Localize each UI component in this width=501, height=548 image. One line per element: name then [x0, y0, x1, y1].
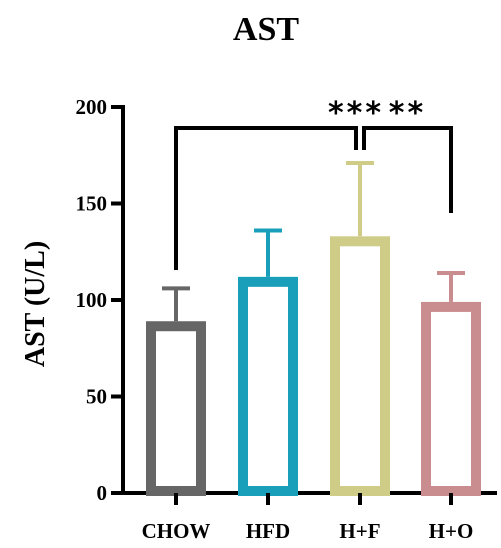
x-tick-label: CHOW — [142, 519, 211, 543]
significance-bracket — [174, 126, 358, 270]
chart-title: AST — [233, 11, 299, 48]
y-tick-label: 100 — [76, 288, 108, 312]
bar — [421, 301, 481, 496]
x-tick-label: H+F — [339, 519, 380, 543]
bar — [330, 236, 390, 496]
y-tick-label: 150 — [76, 192, 108, 216]
y-axis-label: AST (U/L) — [20, 241, 51, 367]
plot-area: 0 50 100 150 200 CHOW HFD H+F H+O *** ** — [76, 95, 497, 543]
x-tick-label: HFD — [246, 519, 290, 543]
y-tick-label: 0 — [97, 481, 108, 505]
significance-label: *** — [328, 96, 384, 131]
y-tick-label: 200 — [76, 95, 108, 119]
significance-label: ** — [389, 96, 426, 131]
bar — [238, 276, 298, 496]
bar — [146, 321, 206, 497]
significance-bracket — [362, 126, 453, 213]
x-tick-label: H+O — [429, 519, 474, 543]
y-tick-label: 50 — [86, 385, 107, 409]
